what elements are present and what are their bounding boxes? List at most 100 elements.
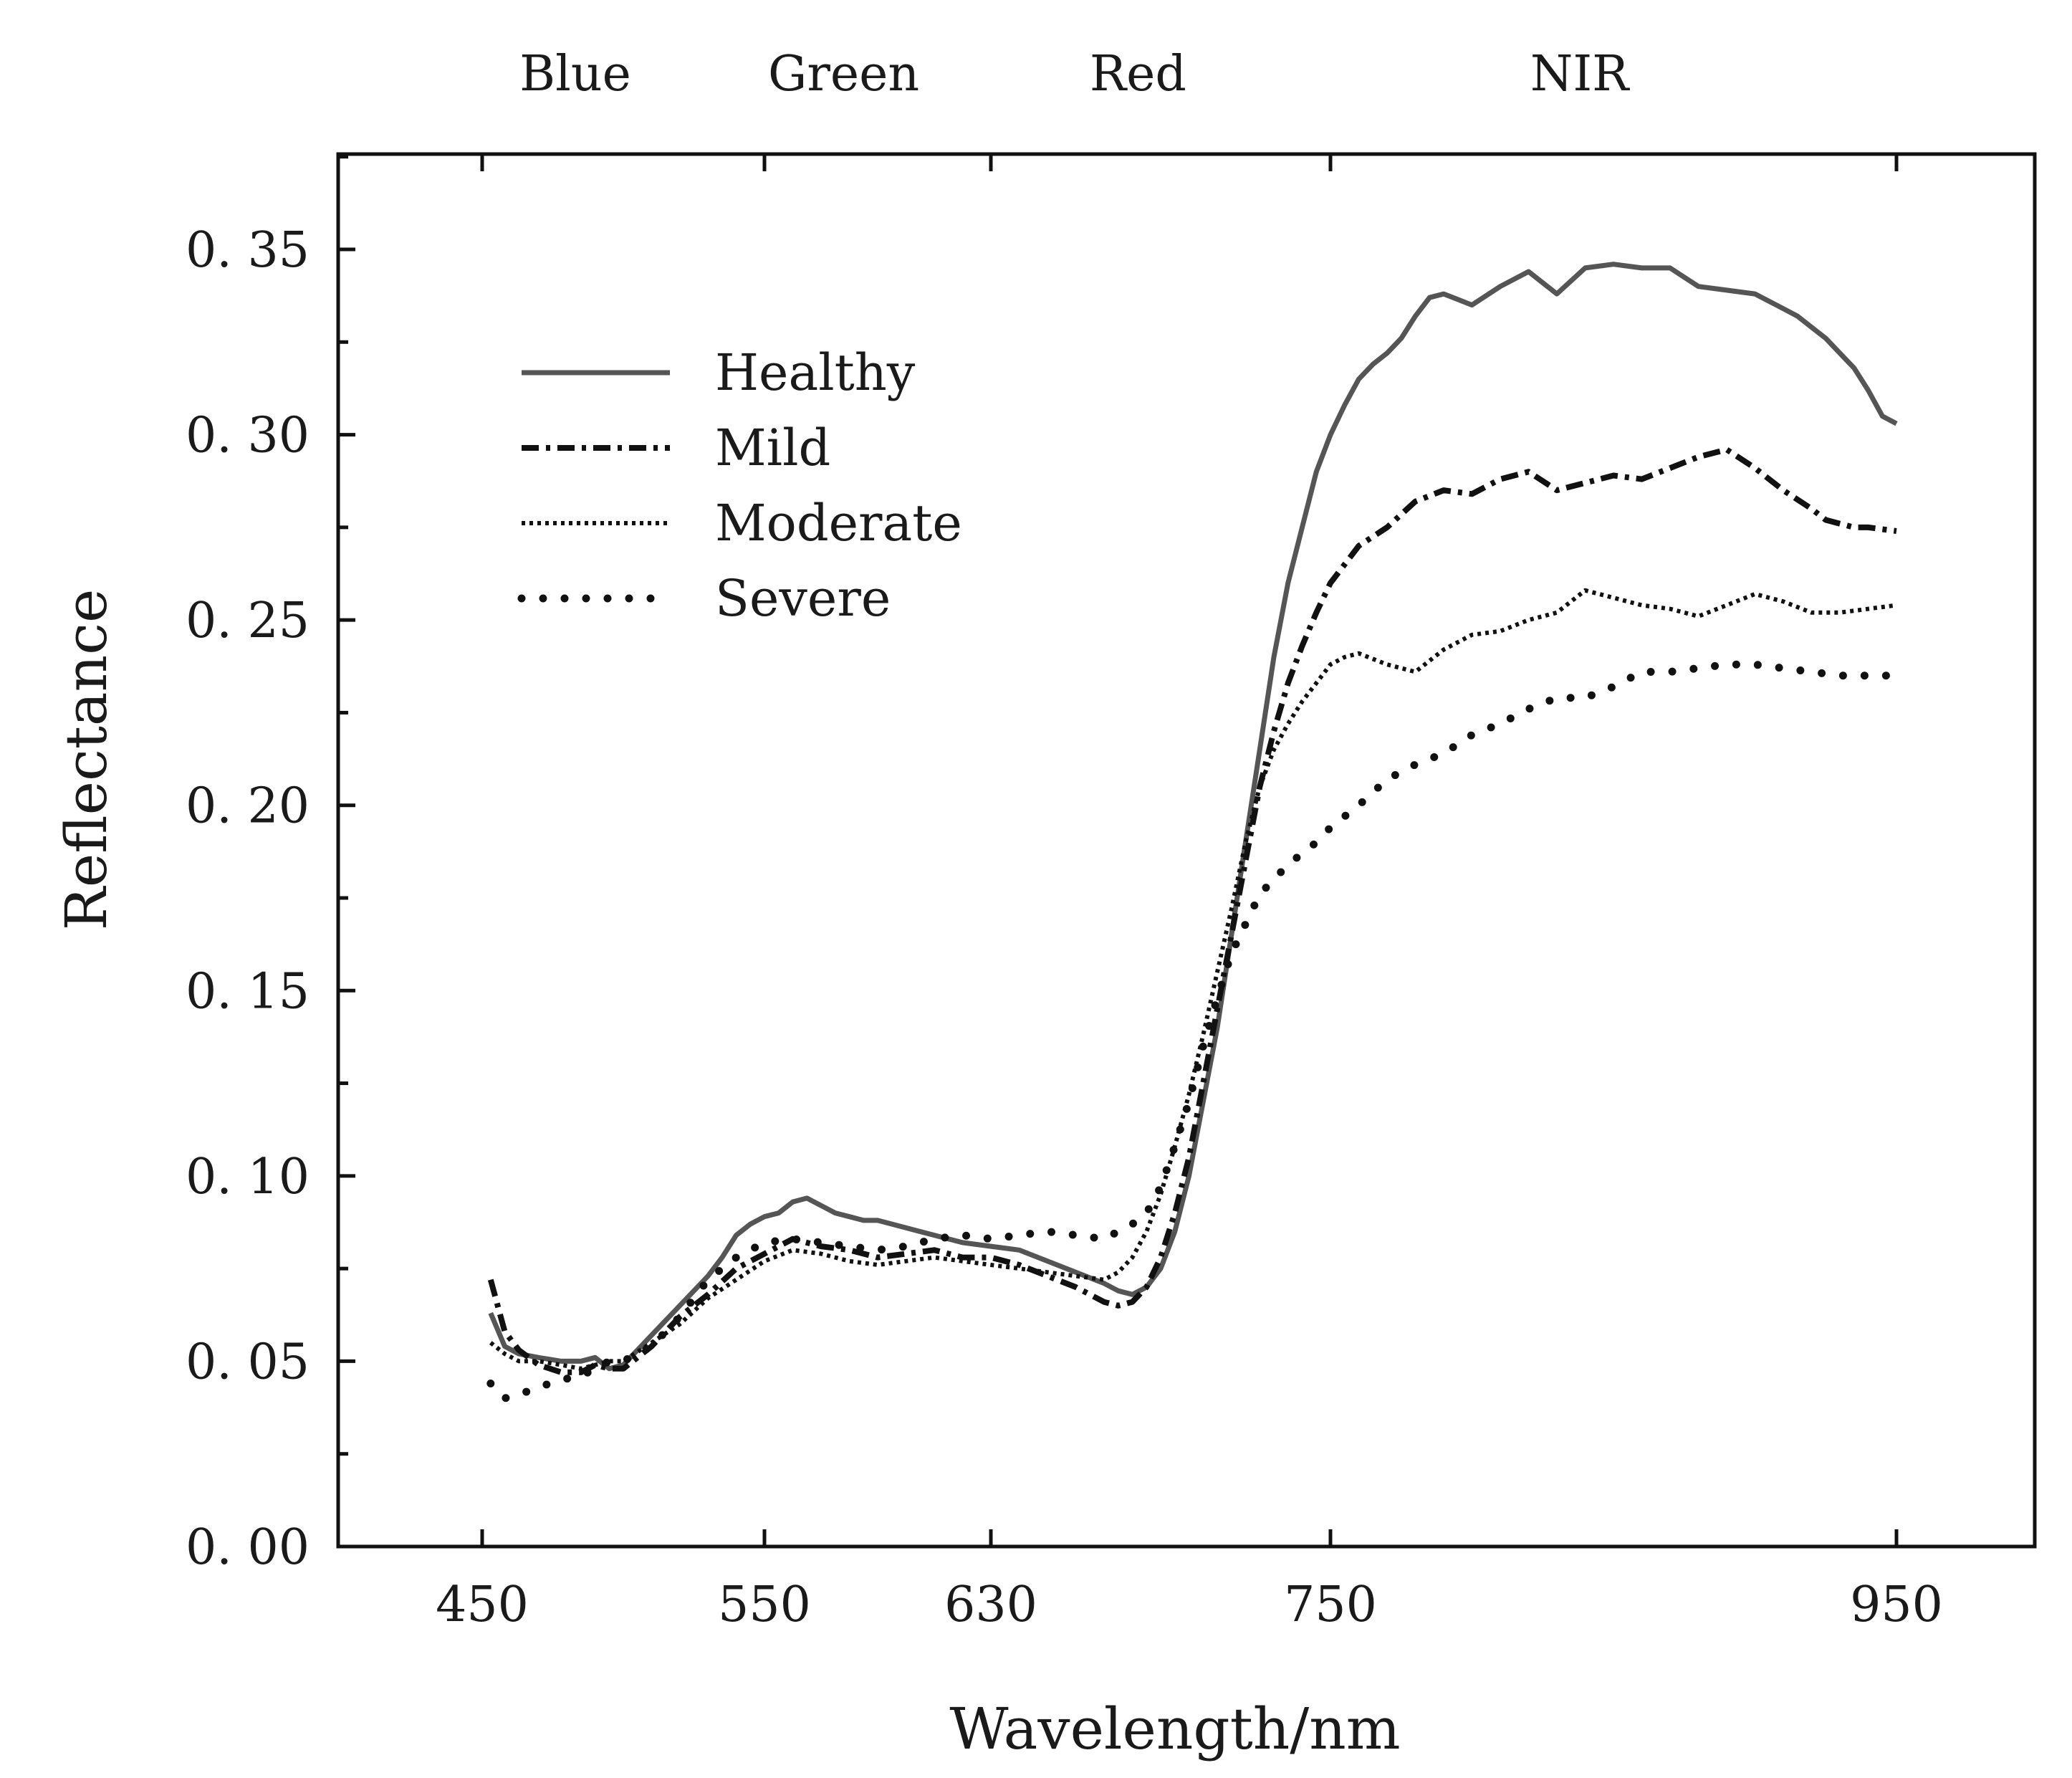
data-point-moderate <box>1301 700 1304 703</box>
series-layer <box>486 262 1901 1402</box>
data-point-healthy <box>1754 292 1757 295</box>
data-point-severe <box>1018 1234 1021 1237</box>
data-point-moderate <box>1075 1275 1078 1278</box>
x-tick-label: 630 <box>944 1577 1037 1633</box>
data-point-moderate <box>1216 970 1219 973</box>
data-point-mild <box>1230 934 1233 937</box>
data-point-mild <box>1725 448 1728 451</box>
data-point-mild <box>1669 467 1671 469</box>
data-point-healthy <box>848 1215 851 1218</box>
data-point-healthy <box>1838 352 1841 355</box>
data-point-moderate <box>594 1364 597 1367</box>
data-point-severe <box>1867 674 1870 677</box>
data-point-mild <box>504 1330 507 1333</box>
data-point-moderate <box>735 1278 738 1281</box>
data-point-severe <box>933 1238 936 1241</box>
data-point-healthy <box>1612 263 1615 266</box>
data-point-healthy <box>1555 292 1558 295</box>
y-tick-label: 0. 35 <box>186 222 310 279</box>
legend-label-moderate: Moderate <box>715 494 962 553</box>
data-point-moderate <box>905 1260 908 1263</box>
data-point-healthy <box>1499 285 1502 288</box>
data-point-severe <box>1216 997 1219 1000</box>
data-point-mild <box>905 1253 908 1256</box>
data-point-mild <box>1358 545 1361 548</box>
data-point-severe <box>1145 1212 1148 1215</box>
data-point-healthy <box>489 1311 492 1314</box>
x-tick-label: 550 <box>718 1577 811 1633</box>
data-point-healthy <box>1075 1271 1078 1273</box>
data-point-moderate <box>1358 652 1361 655</box>
data-point-healthy <box>1782 307 1785 310</box>
data-point-moderate <box>517 1359 520 1362</box>
data-point-mild <box>1117 1304 1120 1307</box>
data-point-severe <box>1202 1045 1204 1048</box>
data-point-severe <box>560 1378 562 1381</box>
data-point-healthy <box>1881 415 1884 418</box>
data-point-mild <box>1386 526 1388 529</box>
data-point-healthy <box>1400 337 1403 340</box>
data-point-moderate <box>1641 604 1644 607</box>
data-point-severe <box>1612 685 1615 688</box>
y-tick-label: 0. 10 <box>186 1149 310 1205</box>
data-point-mild <box>1641 478 1644 481</box>
data-point-moderate <box>560 1364 562 1367</box>
data-point-healthy <box>537 1356 540 1359</box>
data-point-mild <box>517 1349 520 1352</box>
data-point-moderate <box>1287 722 1290 725</box>
data-point-moderate <box>1754 593 1757 596</box>
data-point-moderate <box>1669 608 1671 611</box>
data-point-mild <box>1075 1286 1078 1289</box>
y-tick-label: 0. 20 <box>186 778 310 835</box>
data-point-mild <box>537 1364 540 1367</box>
data-point-healthy <box>1287 581 1290 584</box>
data-point-healthy <box>678 1304 681 1307</box>
data-point-severe <box>905 1245 908 1248</box>
data-point-moderate <box>1131 1256 1134 1259</box>
data-point-moderate <box>848 1260 851 1263</box>
data-point-mild <box>1159 1256 1162 1259</box>
data-point-severe <box>1174 1145 1176 1148</box>
data-point-mild <box>1018 1263 1021 1266</box>
data-point-severe <box>580 1375 582 1377</box>
series-moderate <box>489 588 1897 1371</box>
data-point-moderate <box>876 1263 879 1266</box>
data-point-mild <box>560 1371 562 1374</box>
data-point-moderate <box>650 1342 653 1344</box>
data-point-mild <box>1442 489 1445 492</box>
band-label-green: Green <box>768 46 919 102</box>
plot-frame <box>336 152 2037 1549</box>
legend-item-moderate: Moderate <box>522 494 962 553</box>
data-point-mild <box>1527 470 1530 473</box>
data-point-severe <box>489 1382 492 1385</box>
data-point-severe <box>678 1315 681 1318</box>
data-point-severe <box>961 1234 964 1237</box>
data-point-severe <box>1584 697 1587 699</box>
data-point-moderate <box>1230 908 1233 911</box>
data-point-moderate <box>1103 1278 1105 1281</box>
data-point-moderate <box>1838 611 1841 614</box>
data-point-severe <box>848 1245 851 1248</box>
x-tick-label: 450 <box>436 1577 529 1633</box>
data-point-severe <box>608 1359 610 1362</box>
data-point-mild <box>735 1267 738 1270</box>
y-tick-label: 0. 15 <box>186 963 310 1020</box>
data-point-severe <box>1258 893 1261 896</box>
data-point-healthy <box>1174 1230 1176 1233</box>
data-point-moderate <box>989 1263 992 1266</box>
data-point-healthy <box>1272 656 1275 659</box>
data-point-moderate <box>933 1256 936 1259</box>
data-point-severe <box>1442 752 1445 755</box>
data-point-severe <box>792 1238 795 1241</box>
data-point-severe <box>735 1256 738 1259</box>
data-point-moderate <box>1442 649 1445 651</box>
data-point-moderate <box>1499 630 1502 633</box>
data-point-mild <box>1103 1301 1105 1304</box>
data-point-moderate <box>1471 634 1474 636</box>
data-point-moderate <box>1697 615 1700 618</box>
data-point-healthy <box>1669 267 1671 269</box>
data-point-mild <box>1131 1301 1134 1304</box>
y-tick-label: 0. 25 <box>186 593 310 649</box>
data-point-severe <box>1895 674 1898 677</box>
